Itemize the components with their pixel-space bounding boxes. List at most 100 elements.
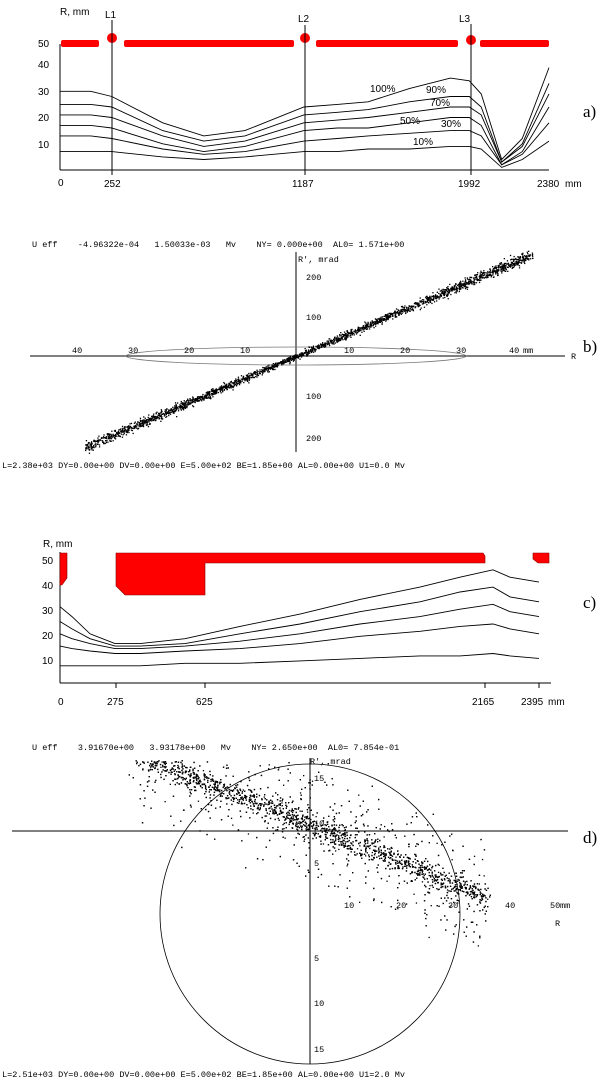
panel-d-point xyxy=(338,844,340,846)
panel-d-point xyxy=(465,887,467,890)
panel-d-point xyxy=(419,874,421,876)
panel-d-point xyxy=(477,945,479,947)
panel-b-point xyxy=(447,293,449,295)
panel-b-point xyxy=(488,273,491,276)
panel-b-point xyxy=(126,426,128,428)
panel-b-point xyxy=(517,263,519,265)
panel-b-point xyxy=(259,372,261,374)
panel-b-point xyxy=(286,361,288,363)
panel-b-point xyxy=(507,262,510,265)
panel-b-point xyxy=(180,409,182,411)
panel-d-point xyxy=(143,790,145,792)
panel-a-xtick-2380: 2380 xyxy=(537,179,560,190)
panel-b-point xyxy=(504,263,506,265)
panel-b-point xyxy=(366,328,368,330)
panel-d-point xyxy=(473,910,475,913)
panel-b-point xyxy=(454,292,456,294)
panel-d-point xyxy=(454,881,457,883)
panel-b-point xyxy=(107,433,109,436)
panel-b-point xyxy=(213,393,216,395)
panel-b-point xyxy=(487,272,489,274)
panel-b-point xyxy=(480,279,482,281)
panel-b-header: U eff -4.96322e-04 1.50033e-03 Mv NY= 0.… xyxy=(32,240,404,250)
panel-b-point xyxy=(426,295,428,297)
panel-b-point xyxy=(313,348,315,350)
panel-b-point xyxy=(469,278,471,280)
panel-b-point xyxy=(182,402,184,404)
panel-b-point xyxy=(154,420,157,422)
panel-b-point xyxy=(336,338,338,340)
panel-b-point xyxy=(480,271,483,274)
panel-b-point xyxy=(101,437,103,439)
panel-d-point xyxy=(196,783,198,785)
panel-b-point xyxy=(482,271,484,274)
panel-b-point xyxy=(394,314,396,316)
panel-b-point xyxy=(156,417,159,419)
panel-b-point xyxy=(324,343,327,346)
panel-b-point xyxy=(293,358,295,360)
panel-b-point xyxy=(288,358,291,361)
panel-b-point xyxy=(182,408,185,410)
panel-b-point xyxy=(114,433,117,436)
panel-b-point xyxy=(194,401,196,403)
panel-b-point xyxy=(232,385,234,387)
panel-b-point xyxy=(510,258,513,260)
panel-b-point xyxy=(165,412,167,414)
panel-b-point xyxy=(117,431,119,433)
panel-b-point xyxy=(415,306,417,308)
panel-b-point xyxy=(266,370,269,372)
panel-d-point xyxy=(207,803,210,806)
panel-b-point xyxy=(293,356,296,358)
panel-b-point xyxy=(226,385,228,387)
panel-d-point xyxy=(424,894,426,896)
panel-b-point xyxy=(211,394,213,396)
panel-d-point xyxy=(233,797,235,800)
panel-c-aperture-right xyxy=(532,552,550,564)
panel-b-point xyxy=(276,363,278,365)
panel-d-point xyxy=(273,811,275,813)
panel-d-point xyxy=(432,813,434,815)
panel-b-label: b) xyxy=(583,337,597,356)
panel-d-point xyxy=(465,891,467,893)
panel-a-curve-label-70: 70% xyxy=(430,98,450,109)
panel-b-point xyxy=(333,340,335,343)
panel-d-point xyxy=(238,800,240,803)
panel-d-point xyxy=(435,864,437,867)
panel-d-point xyxy=(210,778,212,781)
panel-b-point xyxy=(184,406,186,408)
panel-d-point xyxy=(228,789,230,791)
panel-d-point xyxy=(421,861,423,863)
panel-b-point xyxy=(460,284,462,286)
panel-b-point xyxy=(88,442,91,444)
panel-b-point xyxy=(168,414,170,417)
panel-b-point xyxy=(511,265,514,267)
panel-d-point xyxy=(405,860,407,862)
panel-b-point xyxy=(183,400,185,402)
panel-b-point xyxy=(395,308,398,310)
panel-d-point xyxy=(203,774,205,776)
panel-d-point xyxy=(411,872,413,874)
panel-b-point xyxy=(154,418,156,420)
panel-b-point xyxy=(193,401,195,403)
panel-a-curve-label-100: 100% xyxy=(370,84,396,95)
panel-d-point xyxy=(479,901,481,903)
panel-b-point xyxy=(181,407,183,409)
panel-b-point xyxy=(487,274,489,276)
panel-d-point xyxy=(180,761,182,764)
panel-b-point xyxy=(527,253,529,255)
panel-a-ytick-50: 50 xyxy=(38,39,50,50)
panel-b-point xyxy=(528,259,530,261)
panel-b-point xyxy=(429,295,431,297)
panel-b-point xyxy=(511,267,513,269)
panel-b-point xyxy=(122,434,124,436)
panel-b-point xyxy=(421,303,424,305)
panel-b-point xyxy=(318,348,320,350)
panel-b-point xyxy=(369,324,371,326)
panel-b-point xyxy=(450,293,452,296)
panel-b-point xyxy=(194,398,196,400)
panel-b-point xyxy=(247,374,249,376)
panel-b-point xyxy=(334,337,336,339)
panel-b-point xyxy=(97,441,99,444)
panel-b-point xyxy=(250,376,253,378)
panel-b-point xyxy=(209,390,211,393)
